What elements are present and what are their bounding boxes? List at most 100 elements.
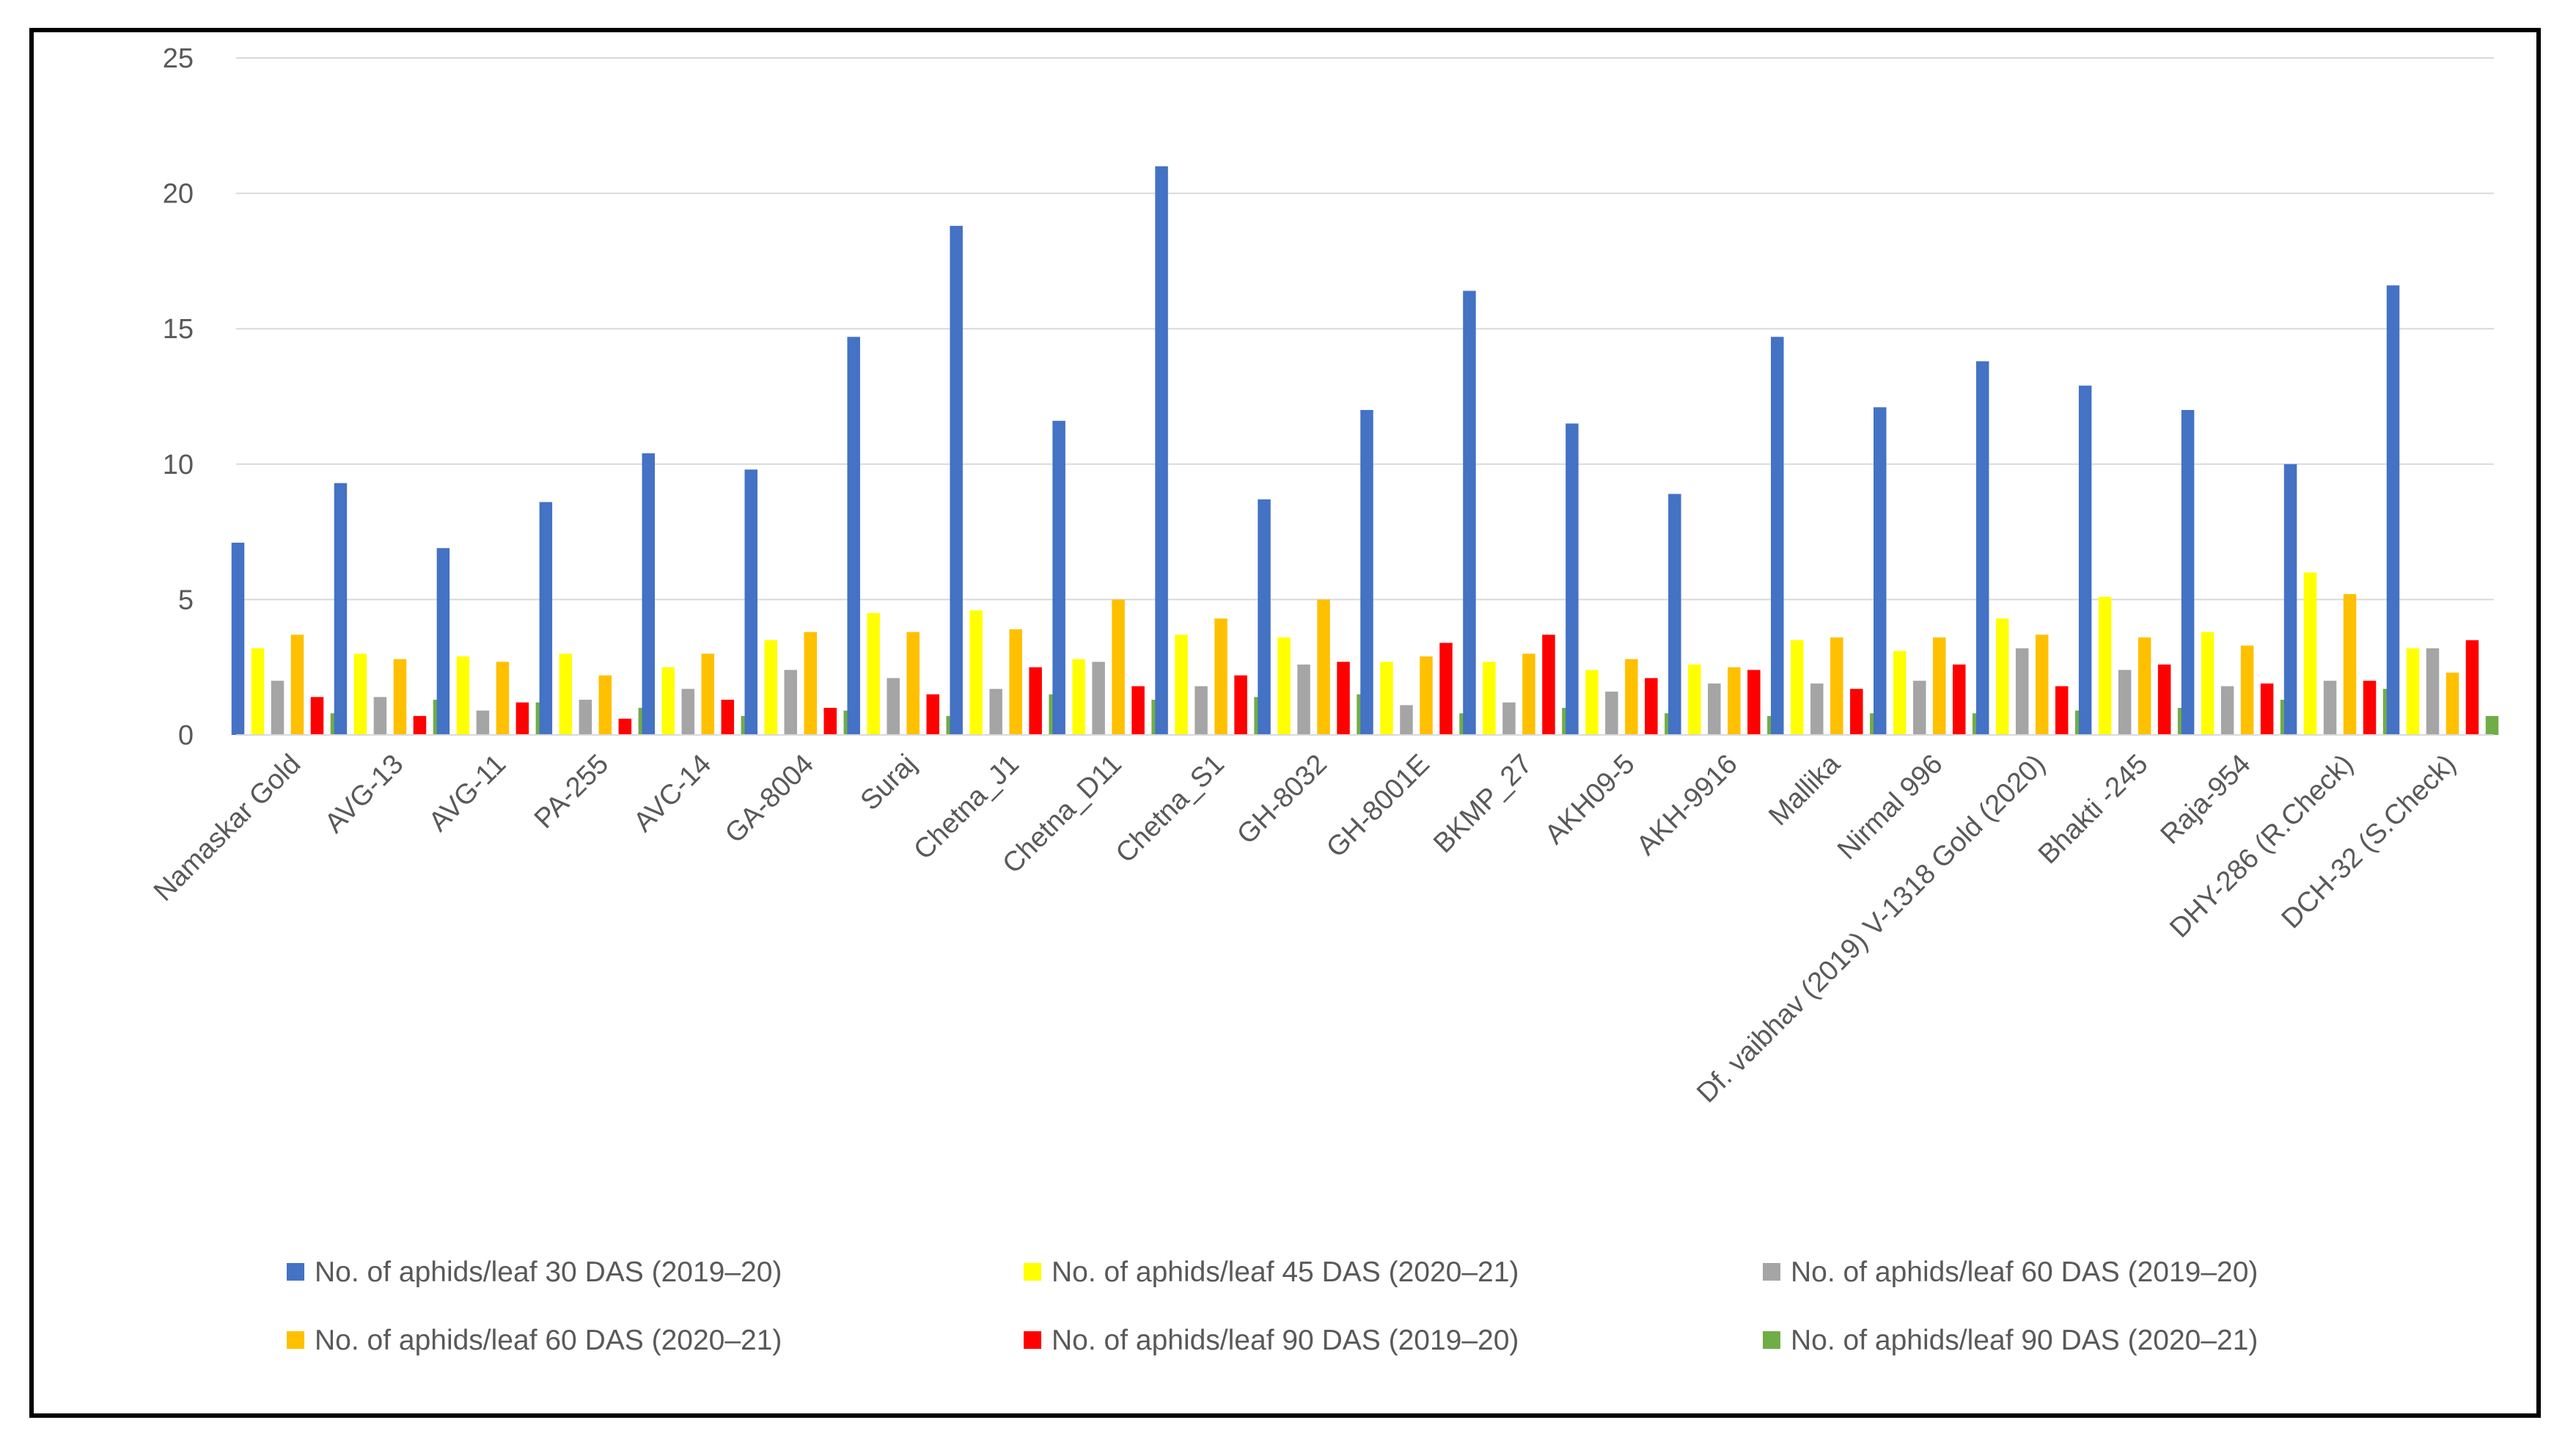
bar-avg-11-series-1 — [436, 548, 450, 735]
x-tick-label-gh-8001e: GH-8001E — [1321, 749, 1436, 864]
bar-avc-14-series-5 — [721, 700, 735, 735]
legend-swatch-2 — [1024, 1263, 1041, 1281]
bar-dhy-286-r-check-series-2 — [2303, 572, 2317, 735]
x-tick-label-mallika: Mallika — [1763, 748, 1846, 832]
bar-df-vaibhav-2019-v-1318-gold-2020-series-4 — [2035, 634, 2049, 735]
bar-chetna-s1-series-1 — [1155, 166, 1168, 735]
bar-suraj-series-5 — [926, 694, 939, 735]
bar-dch-32-s-check-series-4 — [2445, 673, 2459, 735]
bar-dhy-286-r-check-series-1 — [2283, 464, 2297, 735]
bar-akh09-5-series-3 — [1605, 691, 1618, 735]
bar-pa-255-series-2 — [559, 654, 573, 735]
bar-namaskar-gold-series-2 — [251, 648, 265, 735]
bars — [231, 166, 2499, 736]
legend-swatch-6 — [1763, 1331, 1780, 1349]
bar-akh-9916-series-5 — [1747, 670, 1761, 735]
bar-akh-9916-series-2 — [1688, 665, 1701, 735]
chart-svg: 0 5 10 15 20 25 Namaskar Gold AVG-13 AVG-11 PA-2… — [148, 43, 2499, 1356]
bar-akh09-5-series-2 — [1585, 670, 1599, 735]
bar-gh-8032-series-2 — [1277, 637, 1291, 735]
bar-avg-11-series-4 — [496, 662, 510, 735]
bar-namaskar-gold-series-4 — [290, 634, 304, 735]
bar-nirmal-996-series-2 — [1893, 651, 1907, 735]
bar-suraj-series-2 — [867, 612, 880, 735]
bar-raja-954-series-4 — [2240, 645, 2254, 735]
bar-nirmal-996-series-4 — [1933, 637, 1946, 735]
bar-ga-8004-series-1 — [744, 469, 757, 735]
bar-chetna-j1-series-1 — [950, 225, 963, 735]
x-tick-label-bhakti-245: Bhakti -245 — [2033, 749, 2154, 871]
bar-df-vaibhav-2019-v-1318-gold-2020-series-5 — [2055, 686, 2069, 735]
bar-akh09-5-series-1 — [1566, 423, 1579, 735]
y-tick-label-10: 10 — [163, 450, 194, 480]
bar-bhakti-245-series-3 — [2118, 670, 2132, 735]
bar-chetna-d11-series-1 — [1052, 420, 1065, 735]
y-tick-label-5: 5 — [178, 585, 194, 615]
legend-label-1: No. of aphids/leaf 30 DAS (2019–20) — [315, 1256, 782, 1288]
x-tick-label-dhy-286-r-check: DHY-286 (R.Check) — [2164, 749, 2359, 944]
legend-label-4: No. of aphids/leaf 60 DAS (2020–21) — [315, 1325, 782, 1356]
y-tick-label-15: 15 — [163, 314, 194, 345]
bar-raja-954-series-2 — [2201, 632, 2214, 735]
x-tick-label-avg-13: AVG-13 — [319, 749, 409, 839]
bar-dhy-286-r-check-series-5 — [2363, 681, 2377, 735]
bar-dch-32-s-check-series-2 — [2406, 648, 2420, 735]
bar-bkmp-27-series-3 — [1502, 702, 1516, 735]
gridlines — [236, 57, 2494, 601]
legend-swatch-3 — [1763, 1263, 1780, 1281]
bar-chetna-d11-series-3 — [1092, 662, 1105, 735]
bar-chetna-j1-series-2 — [969, 610, 983, 735]
bar-avc-14-series-1 — [642, 453, 656, 735]
bar-namaskar-gold-series-3 — [271, 681, 285, 735]
bar-chetna-d11-series-5 — [1131, 686, 1145, 735]
bar-dch-32-s-check-series-5 — [2465, 640, 2479, 735]
x-tick-label-akh-9916: AKH-9916 — [1631, 749, 1744, 862]
bar-chetna-j1-series-3 — [989, 689, 1002, 735]
legend-label-3: No. of aphids/leaf 60 DAS (2019–20) — [1791, 1256, 2258, 1288]
bar-bhakti-245-series-4 — [2138, 637, 2151, 735]
y-tick-label-25: 25 — [163, 43, 194, 74]
bar-mallika-series-1 — [1771, 337, 1784, 735]
bar-df-vaibhav-2019-v-1318-gold-2020-series-3 — [2015, 648, 2029, 735]
bar-chetna-s1-series-5 — [1234, 675, 1247, 735]
bar-dch-32-s-check-series-6 — [2485, 716, 2499, 735]
bar-pa-255-series-5 — [618, 718, 632, 735]
bar-chetna-d11-series-2 — [1072, 659, 1085, 735]
bar-mallika-series-3 — [1810, 683, 1824, 735]
bar-bhakti-245-series-1 — [2078, 385, 2092, 735]
bar-ga-8004-series-2 — [764, 640, 777, 735]
x-tick-label-namaskar-gold: Namaskar Gold — [148, 749, 307, 907]
legend-label-2: No. of aphids/leaf 45 DAS (2020–21) — [1052, 1256, 1519, 1288]
y-axis-ticks: 0 5 10 15 20 25 — [163, 43, 194, 751]
bar-gh-8001e-series-2 — [1380, 662, 1393, 735]
bar-avc-14-series-4 — [701, 654, 715, 735]
bar-pa-255-series-3 — [579, 700, 592, 735]
bar-df-vaibhav-2019-v-1318-gold-2020-series-1 — [1975, 361, 1989, 735]
bar-akh09-5-series-4 — [1625, 659, 1638, 735]
x-tick-label-akh09-5: AKH09-5 — [1539, 749, 1641, 851]
bar-avg-13-series-3 — [373, 697, 387, 735]
legend-swatch-4 — [287, 1331, 304, 1349]
x-tick-label-avg-11: AVG-11 — [423, 749, 512, 838]
legend-swatch-5 — [1024, 1331, 1041, 1349]
bar-suraj-series-3 — [887, 678, 900, 735]
bar-bkmp-27-series-5 — [1542, 634, 1555, 735]
bar-suraj-series-1 — [847, 337, 860, 735]
bar-avg-11-series-3 — [476, 710, 490, 735]
x-tick-label-ga-8004: GA-8004 — [719, 749, 820, 849]
bar-avg-11-series-2 — [456, 656, 470, 735]
bar-gh-8001e-series-3 — [1400, 705, 1413, 735]
bar-bhakti-245-series-2 — [2098, 596, 2112, 735]
bar-pa-255-series-1 — [539, 502, 553, 735]
bar-gh-8032-series-1 — [1258, 499, 1271, 735]
bar-chetna-d11-series-4 — [1112, 599, 1125, 735]
bar-gh-8001e-series-1 — [1360, 409, 1373, 735]
x-tick-label-dch-32-s-check: DCH-32 (S.Check) — [2276, 749, 2462, 935]
bar-bhakti-245-series-5 — [2157, 665, 2171, 735]
bar-mallika-series-4 — [1830, 637, 1843, 735]
legend-swatch-1 — [287, 1263, 304, 1281]
bar-akh09-5-series-5 — [1645, 678, 1658, 735]
legend: No. of aphids/leaf 30 DAS (2019–20) No. o… — [287, 1256, 2258, 1356]
bar-akh-9916-series-4 — [1728, 667, 1741, 735]
bar-bkmp-27-series-2 — [1483, 662, 1496, 735]
